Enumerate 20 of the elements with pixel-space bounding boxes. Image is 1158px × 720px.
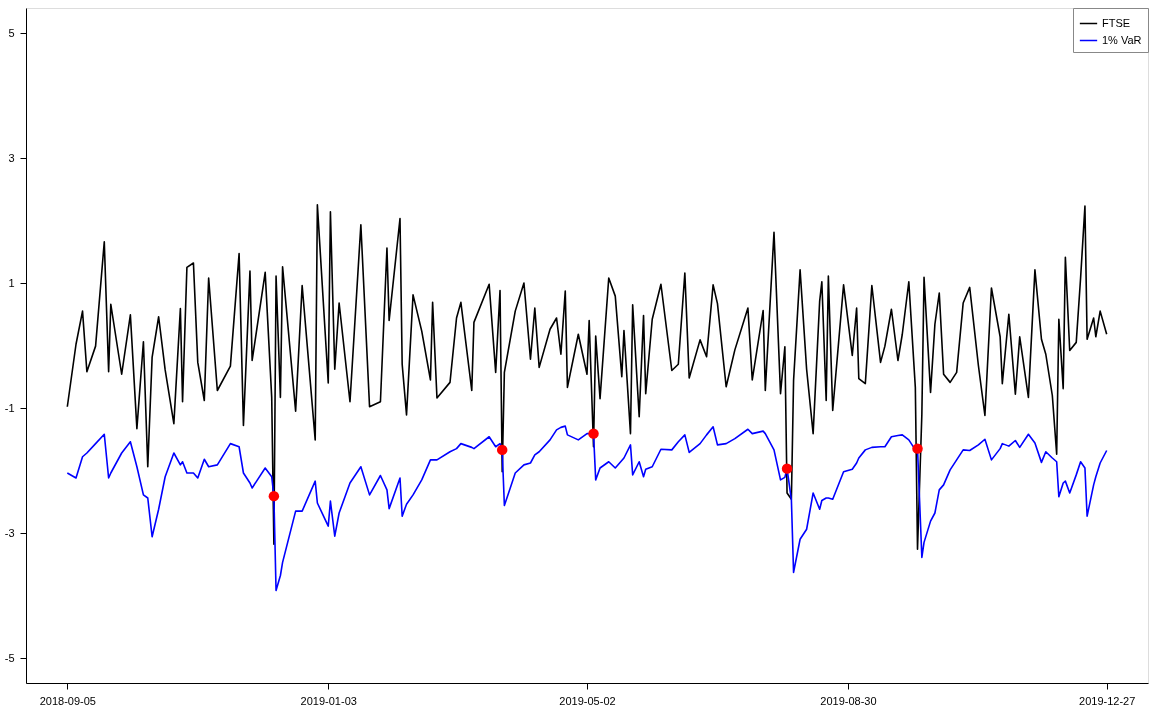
point <box>268 490 280 502</box>
x-tick-label: 2019-12-27 <box>1079 694 1136 707</box>
point <box>588 428 599 439</box>
point <box>912 443 923 454</box>
point <box>781 463 793 474</box>
y-tick-label: 3 <box>8 151 15 164</box>
x-tick-label: 2019-05-02 <box>559 694 616 707</box>
y-tick-label: -5 <box>4 651 15 664</box>
y-tick-label: 5 <box>8 26 15 39</box>
y-tick-label: -3 <box>4 526 15 539</box>
x-tick-label: 2018-09-05 <box>39 694 96 707</box>
point <box>496 444 508 456</box>
x-tick-label: 2019-08-30 <box>820 694 877 707</box>
legend-label: FTSE <box>1102 16 1131 29</box>
line-series <box>66 204 1108 551</box>
y-tick-label: 1 <box>8 276 15 289</box>
line-series <box>66 425 1108 592</box>
legend-label: 1% VaR <box>1102 33 1142 46</box>
x-tick-label: 2019-01-03 <box>300 694 357 707</box>
y-tick-label: -1 <box>4 401 15 414</box>
